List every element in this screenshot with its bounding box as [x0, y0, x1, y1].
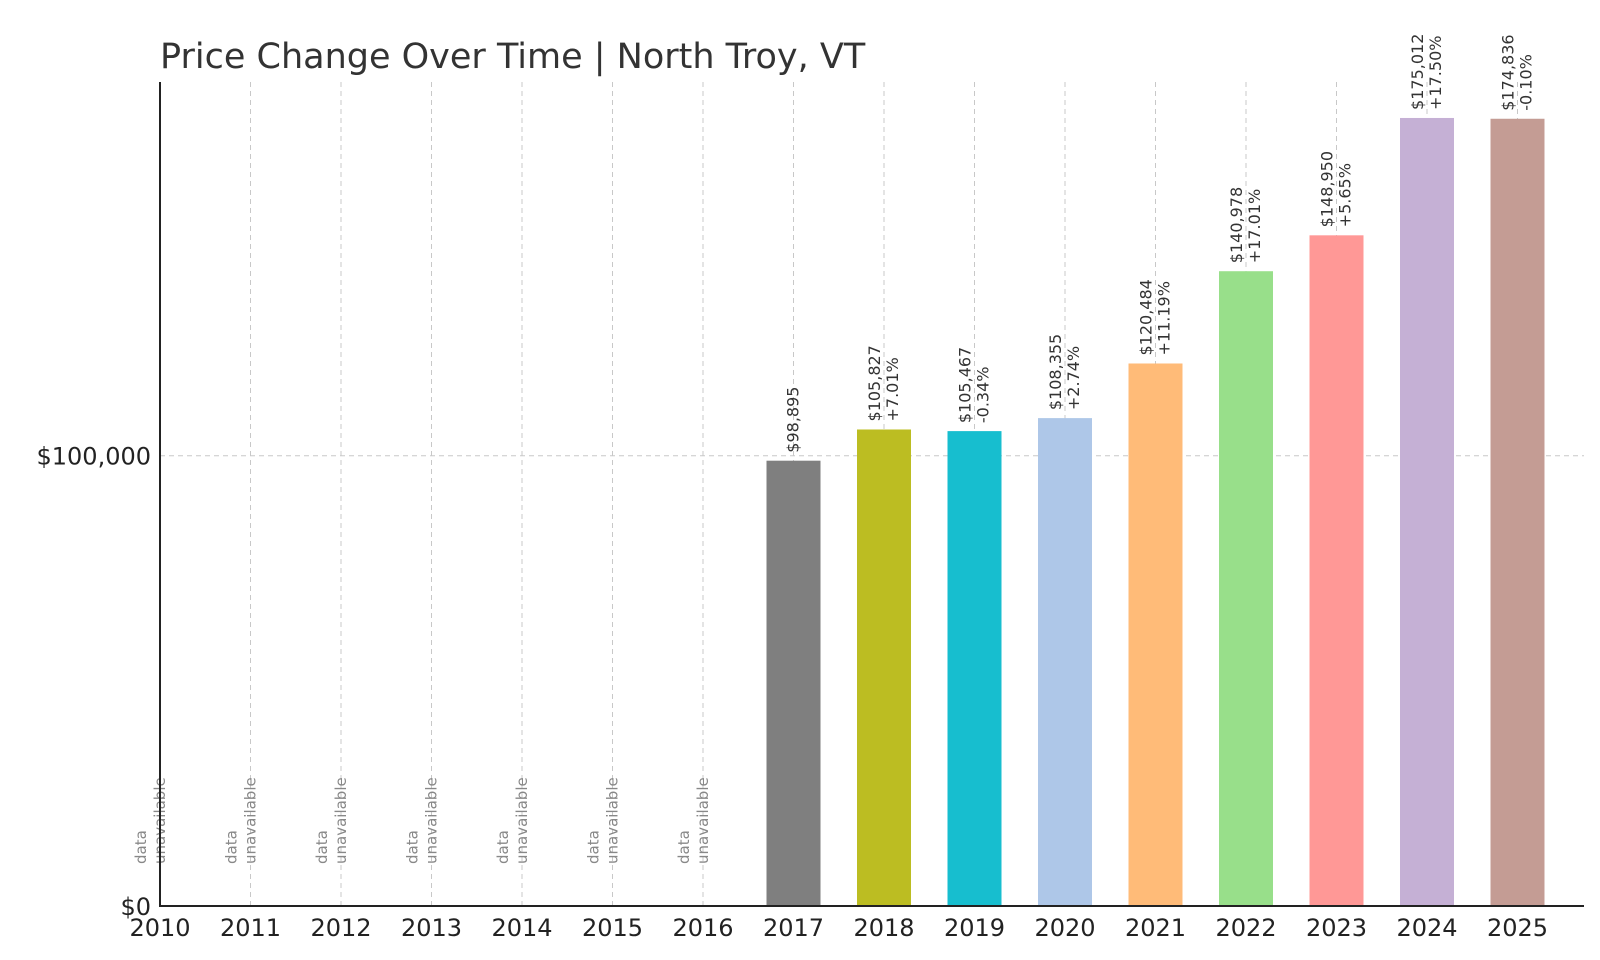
ticks: $0 $100,000 2010 2011 2012 2013 2014 2015 2016 20…	[36, 443, 1548, 942]
change-label: -0.10%	[1517, 54, 1536, 111]
unavailable-label: data unavailable	[132, 777, 169, 864]
bar-label-2021: $120,484 +11.19%	[1137, 279, 1174, 355]
x-tick-label: 2010	[129, 914, 190, 942]
unavailable-text-line2: unavailable	[604, 777, 622, 864]
value-label: $140,978	[1227, 187, 1246, 263]
unavailable-text-line2: unavailable	[513, 777, 531, 864]
x-tick-label: 2025	[1487, 914, 1548, 942]
bar-label-2018: $105,827 +7.01%	[865, 345, 902, 421]
x-tick-label: 2018	[853, 914, 914, 942]
bar-label-2023: $148,950 +5.65%	[1318, 151, 1355, 227]
x-tick-label: 2011	[220, 914, 281, 942]
value-label: $120,484	[1137, 279, 1156, 355]
bar-2024	[1400, 117, 1454, 906]
unavailable-label: data unavailable	[223, 777, 260, 864]
unavailable-label: data unavailable	[585, 777, 622, 864]
x-tick-label: 2017	[763, 914, 824, 942]
change-label: +5.65%	[1336, 163, 1355, 227]
unavailable-text-line1: data	[675, 830, 693, 864]
change-label: +2.74%	[1064, 346, 1083, 410]
unavailable-label: data unavailable	[404, 777, 441, 864]
value-label: $108,355	[1046, 334, 1065, 410]
x-tick-label: 2024	[1396, 914, 1457, 942]
x-tick-label: 2022	[1215, 914, 1276, 942]
y-tick-label: $0	[120, 893, 151, 921]
bars	[766, 117, 1545, 906]
unavailable-text-line1: data	[132, 830, 150, 864]
x-tick-label: 2012	[310, 914, 371, 942]
x-tick-label: 2020	[1034, 914, 1095, 942]
value-label: $174,836	[1499, 34, 1518, 110]
unavailable-label: data unavailable	[494, 777, 531, 864]
unavailable-text-line2: unavailable	[332, 777, 350, 864]
y-tick-label: $100,000	[36, 443, 151, 471]
chart-title: Price Change Over Time | North Troy, VT	[160, 37, 866, 77]
x-tick-label: 2023	[1306, 914, 1367, 942]
change-label: +11.19%	[1155, 281, 1174, 355]
bar-label-2020: $108,355 +2.74%	[1046, 334, 1083, 410]
bar-label-2017: $98,895	[784, 387, 803, 453]
bar-2018	[857, 429, 911, 906]
value-label: $98,895	[784, 387, 803, 453]
value-label: $105,467	[956, 347, 975, 423]
bar-2017	[766, 460, 821, 906]
bar-label-2019: $105,467 -0.34%	[956, 347, 993, 423]
unavailable-text-line2: unavailable	[242, 777, 260, 864]
bar-labels: data unavailable data unavailable data unavai…	[132, 34, 1536, 864]
unavailable-text-line2: unavailable	[694, 777, 712, 864]
unavailable-label: data unavailable	[313, 777, 350, 864]
bar-2022	[1219, 271, 1273, 906]
bar-2023	[1309, 235, 1364, 906]
bar-label-2022: $140,978 +17.01%	[1227, 187, 1264, 263]
bar-2021	[1128, 363, 1183, 906]
unavailable-text-line2: unavailable	[423, 777, 441, 864]
change-label: +17.50%	[1426, 36, 1445, 110]
bar-2020	[1038, 418, 1092, 906]
bar-2019	[947, 431, 1002, 906]
unavailable-text-line1: data	[223, 830, 241, 864]
bar-label-2025: $174,836 -0.10%	[1499, 34, 1536, 110]
x-tick-label: 2019	[944, 914, 1005, 942]
change-label: -0.34%	[974, 367, 993, 424]
x-tick-label: 2015	[582, 914, 643, 942]
value-label: $175,012	[1408, 34, 1427, 110]
bar-2025	[1490, 118, 1545, 906]
x-tick-label: 2021	[1125, 914, 1186, 942]
value-label: $105,827	[865, 345, 884, 421]
unavailable-label: data unavailable	[675, 777, 712, 864]
unavailable-text-line1: data	[494, 830, 512, 864]
x-tick-label: 2016	[672, 914, 733, 942]
change-label: +7.01%	[883, 357, 902, 421]
change-label: +17.01%	[1245, 189, 1264, 263]
bar-label-2024: $175,012 +17.50%	[1408, 34, 1445, 110]
unavailable-text-line1: data	[313, 830, 331, 864]
x-tick-label: 2014	[491, 914, 552, 942]
unavailable-text-line1: data	[404, 830, 422, 864]
unavailable-text-line1: data	[585, 830, 603, 864]
value-label: $148,950	[1318, 151, 1337, 227]
x-tick-label: 2013	[401, 914, 462, 942]
